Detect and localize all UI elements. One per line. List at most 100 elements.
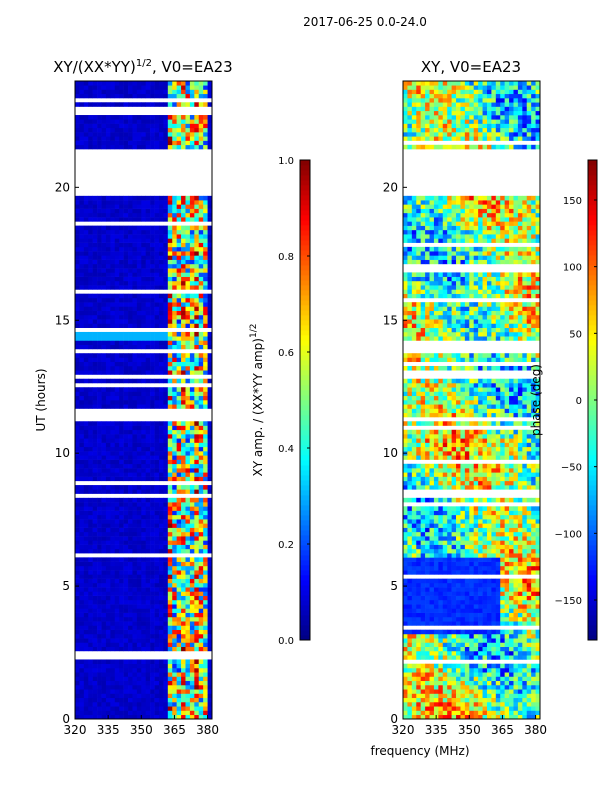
- heatmap-cell: [105, 85, 111, 90]
- heatmap-cell: [456, 612, 461, 618]
- heatmap-cell: [141, 200, 147, 205]
- heatmap-cell: [176, 621, 182, 626]
- heatmap-cell: [194, 451, 200, 456]
- heatmap-cell: [194, 234, 200, 239]
- heatmap-cell: [194, 710, 200, 716]
- heatmap-cell: [189, 251, 195, 256]
- heatmap-cell: [486, 638, 492, 643]
- heatmap-cell: [500, 561, 505, 567]
- heatmap-cell: [509, 710, 514, 716]
- heatmap-cell: [425, 697, 430, 703]
- heatmap-cell: [407, 599, 413, 605]
- heatmap-cell: [150, 429, 155, 435]
- heatmap-cell: [79, 251, 85, 256]
- heatmap-cell: [141, 680, 147, 686]
- heatmap-cell: [88, 395, 93, 401]
- heatmap-cell: [114, 438, 120, 443]
- heatmap-cell: [194, 323, 200, 328]
- heatmap-cell: [198, 361, 204, 367]
- heatmap-cell: [83, 540, 89, 545]
- heatmap-cell: [416, 612, 421, 618]
- heatmap-cell: [128, 514, 133, 520]
- heatmap-cell: [491, 582, 497, 588]
- heatmap-cell: [136, 587, 142, 592]
- heatmap-cell: [110, 646, 116, 652]
- heatmap-cell: [79, 85, 85, 90]
- heatmap-cell: [132, 497, 138, 503]
- heatmap-cell: [158, 276, 164, 282]
- heatmap-cell: [158, 353, 164, 358]
- heatmap-cell: [110, 710, 116, 716]
- heatmap-cell: [79, 489, 85, 494]
- heatmap-cell: [469, 561, 475, 567]
- heatmap-cell: [464, 565, 470, 571]
- colorbar-segment: [300, 355, 310, 361]
- heatmap-cell: [167, 234, 173, 239]
- heatmap-cell: [145, 510, 151, 516]
- heatmap-cell: [500, 595, 505, 601]
- heatmap-cell: [158, 434, 164, 439]
- heatmap-cell: [198, 514, 204, 520]
- heatmap-cell: [132, 629, 138, 635]
- x-tick-label: 320: [64, 723, 87, 737]
- heatmap-cell: [150, 714, 155, 720]
- heatmap-cell: [136, 459, 142, 465]
- heatmap-cell: [141, 263, 147, 269]
- heatmap-cell: [442, 646, 448, 652]
- heatmap-cell: [181, 127, 186, 133]
- heatmap-cell: [110, 633, 116, 639]
- heatmap-cell: [207, 144, 213, 150]
- heatmap-cell: [105, 306, 111, 311]
- heatmap-cell: [128, 612, 133, 618]
- heatmap-cell: [114, 429, 120, 435]
- heatmap-cell: [198, 285, 204, 290]
- heatmap-cell: [75, 506, 80, 511]
- heatmap-cell: [189, 276, 195, 282]
- heatmap-cell: [79, 306, 85, 311]
- heatmap-cell: [194, 361, 200, 367]
- heatmap-cell: [110, 680, 116, 686]
- heatmap-cell: [194, 272, 200, 277]
- heatmap-cell: [158, 489, 164, 494]
- heatmap-cell: [185, 319, 191, 324]
- heatmap-cell: [101, 587, 107, 592]
- heatmap-cell: [189, 285, 195, 290]
- heatmap-cell: [145, 400, 151, 405]
- heatmap-cell: [92, 463, 98, 469]
- heatmap-cell: [189, 370, 195, 375]
- heatmap-cell: [198, 93, 204, 99]
- heatmap-cell: [119, 340, 124, 345]
- heatmap-cell: [460, 672, 466, 677]
- heatmap-cell: [83, 89, 89, 95]
- heatmap-cell: [145, 425, 151, 431]
- colorbar-tick-label: 1.0: [278, 156, 294, 167]
- heatmap-cell: [150, 663, 155, 669]
- heatmap-cell: [167, 463, 173, 469]
- heatmap-cell: [194, 438, 200, 443]
- heatmap-cell: [88, 123, 93, 129]
- heatmap-cell: [101, 251, 107, 256]
- heatmap-cell: [411, 706, 417, 711]
- heatmap-cell: [194, 463, 200, 469]
- heatmap-cell: [123, 272, 129, 277]
- heatmap-cell: [92, 595, 98, 601]
- heatmap-cell: [172, 81, 177, 86]
- heatmap-cell: [198, 344, 204, 350]
- heatmap-cell: [203, 608, 208, 613]
- heatmap-cell: [150, 255, 155, 260]
- heatmap-cell: [460, 706, 466, 711]
- heatmap-cell: [500, 667, 505, 673]
- heatmap-cell: [123, 387, 129, 392]
- heatmap-cell: [513, 578, 519, 584]
- heatmap-cell: [181, 336, 186, 341]
- heatmap-cell: [150, 497, 155, 503]
- heatmap-cell: [101, 659, 107, 664]
- heatmap-cell: [198, 587, 204, 592]
- heatmap-cell: [132, 200, 138, 205]
- heatmap-cell: [203, 357, 208, 363]
- heatmap-cell: [420, 650, 426, 656]
- heatmap-cell: [429, 599, 435, 605]
- heatmap-cell: [469, 676, 475, 682]
- heatmap-cell: [88, 302, 93, 307]
- heatmap-cell: [189, 582, 195, 588]
